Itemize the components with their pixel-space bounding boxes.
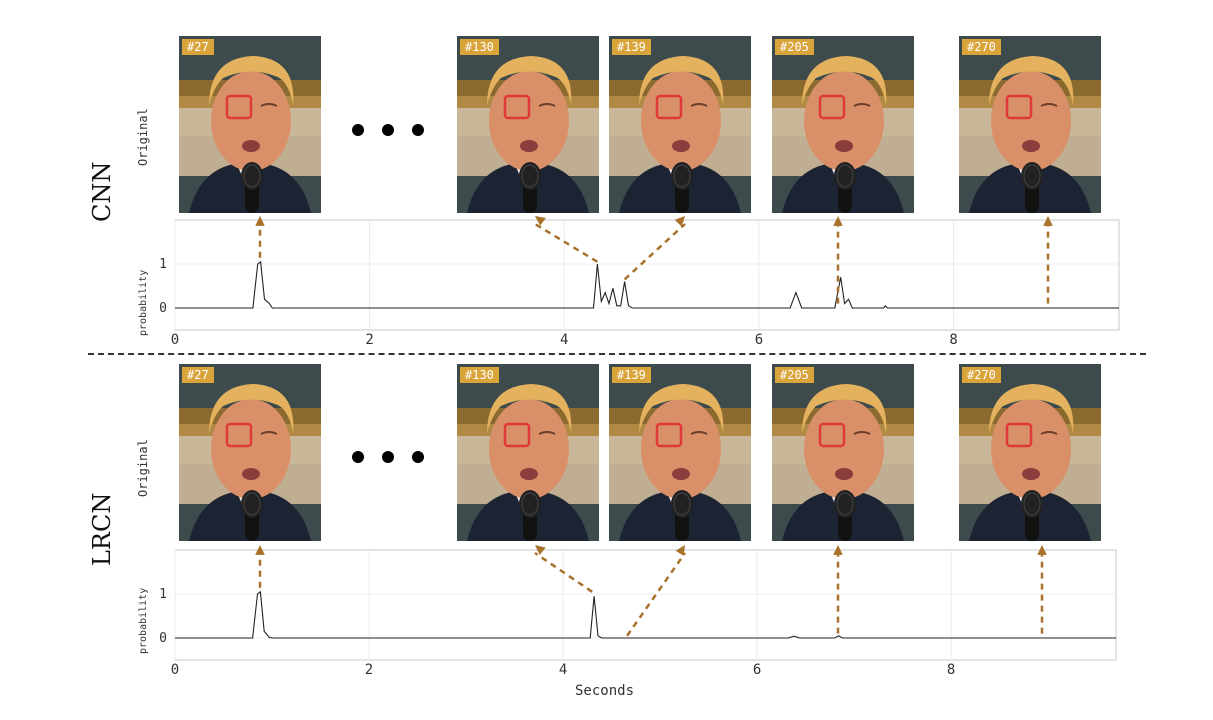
frame-lrcn-270: #270 (959, 364, 1101, 541)
frame-arrow-head (1037, 545, 1047, 555)
frame-tag: #205 (775, 367, 814, 383)
frame-arrow-line (534, 551, 593, 593)
frame-arrow-head (535, 216, 546, 226)
face-image (772, 364, 914, 541)
frame-arrow-head (535, 545, 546, 555)
frame-arrow-head (675, 545, 685, 556)
y-tick-label: 0 (159, 301, 167, 316)
panel-divider (88, 353, 1146, 355)
plot-area (174, 219, 1120, 331)
frame-tag: #270 (962, 367, 1001, 383)
face-image (959, 36, 1101, 213)
x-tick-label: 0 (171, 332, 179, 348)
x-tick-label: 8 (947, 662, 955, 678)
frame-arrow-line (626, 552, 687, 637)
frame-tag: #130 (460, 367, 499, 383)
face-image (772, 36, 914, 213)
face-image (457, 364, 599, 541)
x-tick-label: 4 (559, 662, 567, 678)
x-axis-label: Seconds (575, 683, 635, 699)
frame-arrow-head (255, 216, 265, 226)
x-tick-label: 6 (755, 332, 763, 348)
frame-arrow-head (833, 545, 843, 555)
frame-tag: #139 (612, 39, 651, 55)
frame-arrow-head (833, 216, 843, 226)
frame-cnn-27: #27 (179, 36, 321, 213)
frame-tag: #139 (612, 367, 651, 383)
frame-lrcn-139: #139 (609, 364, 751, 541)
x-tick-label: 2 (365, 332, 373, 348)
frame-lrcn-130: #130 (457, 364, 599, 541)
frame-cnn-205: #205 (772, 36, 914, 213)
x-tick-label: 4 (560, 332, 568, 348)
face-image (959, 364, 1101, 541)
frame-lrcn-27: #27 (179, 364, 321, 541)
frame-tag: #205 (775, 39, 814, 55)
y-tick-label: 1 (159, 257, 167, 272)
x-tick-label: 6 (753, 662, 761, 678)
y-tick-label: 1 (159, 587, 167, 602)
frame-tag: #270 (962, 39, 1001, 55)
plot-area (174, 549, 1117, 661)
frame-arrow-head (1043, 216, 1053, 226)
face-image (179, 364, 321, 541)
frame-cnn-139: #139 (609, 36, 751, 213)
x-tick-label: 2 (365, 662, 373, 678)
frame-tag: #27 (182, 367, 214, 383)
x-tick-label: 8 (949, 332, 957, 348)
face-image (609, 36, 751, 213)
frame-arrow-head (255, 545, 265, 555)
frame-arrow-line (623, 223, 686, 281)
frame-cnn-270: #270 (959, 36, 1101, 213)
face-image (179, 36, 321, 213)
frame-arrow-line (534, 222, 599, 263)
face-image (457, 36, 599, 213)
probability-trace (175, 590, 1116, 639)
frame-cnn-130: #130 (457, 36, 599, 213)
frame-arrow-head (674, 216, 685, 227)
frame-lrcn-205: #205 (772, 364, 914, 541)
frame-tag: #27 (182, 39, 214, 55)
probability-trace (175, 260, 1119, 309)
face-image (609, 364, 751, 541)
y-tick-label: 0 (159, 631, 167, 646)
frame-tag: #130 (460, 39, 499, 55)
x-tick-label: 0 (171, 662, 179, 678)
